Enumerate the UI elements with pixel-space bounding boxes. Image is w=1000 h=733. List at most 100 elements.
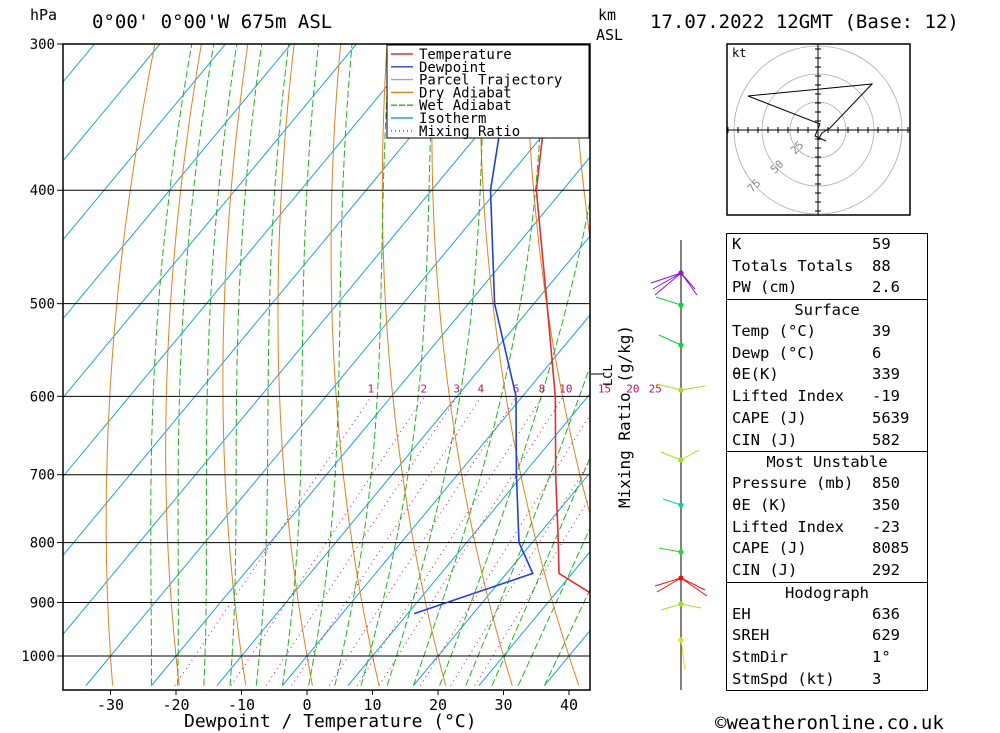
general-indices: K 59 Totals Totals 88 PW (cm) 2.6 bbox=[727, 234, 927, 299]
legend-box bbox=[386, 44, 590, 139]
surface-index-row: CIN (J) 582 bbox=[727, 430, 927, 452]
surface-index-key: Lifted Index bbox=[732, 387, 844, 406]
surface-index-value: 582 bbox=[872, 430, 900, 449]
mixing-ratio-line bbox=[450, 459, 590, 686]
hodograph-index-value: 1° bbox=[872, 648, 891, 666]
most-unstable-index-value: -23 bbox=[872, 517, 900, 536]
temperature-tick-label: 20 bbox=[429, 696, 447, 714]
dry-adiabat-line bbox=[525, 44, 590, 516]
most-unstable-index-value: 8085 bbox=[872, 539, 910, 558]
wind-barb bbox=[652, 272, 682, 290]
general-index-key: Totals Totals bbox=[732, 256, 854, 275]
most-unstable-index-key: Lifted Index bbox=[732, 517, 844, 536]
wind-barb bbox=[662, 498, 682, 506]
legend-entry: Temperature bbox=[419, 47, 512, 63]
pressure-tick-label: 700 bbox=[30, 468, 55, 484]
temperature-tick-label: 40 bbox=[560, 696, 578, 714]
general-index-value: 2.6 bbox=[872, 278, 900, 297]
mixing-ratio-axis-label: Mixing Ratio (g/kg) bbox=[615, 325, 634, 508]
hodograph-index-key: StmDir bbox=[732, 648, 788, 666]
isotherm-line bbox=[63, 44, 227, 241]
isotherm-line bbox=[0, 27, 43, 686]
legend-entry: Dewpoint bbox=[419, 60, 486, 76]
surface-index-key: CIN (J) bbox=[732, 430, 798, 449]
mixing-ratio-label: 2 bbox=[421, 382, 428, 395]
hodograph-indices: Hodograph EH 636 SREH 629 StmDir 1° StmSpd (kt… bbox=[727, 581, 927, 691]
mixing-ratio-label: 20 bbox=[626, 382, 639, 395]
temperature-tick-label: -30 bbox=[97, 696, 124, 714]
wind-barb bbox=[680, 577, 706, 591]
dry-adiabat-line bbox=[277, 44, 313, 686]
surface-index-row: Temp (°C) 39 bbox=[727, 321, 927, 343]
most-unstable-index-row: CIN (J) 292 bbox=[727, 560, 927, 582]
mixing-ratio-line bbox=[291, 396, 482, 686]
km-label: km bbox=[598, 6, 616, 24]
isotherm-line bbox=[413, 472, 590, 686]
dry-adiabat-line bbox=[986, 27, 1000, 686]
surface-title: Surface bbox=[794, 301, 860, 320]
pressure-tick-label: 800 bbox=[30, 536, 55, 552]
mixing-ratio-label: 8 bbox=[539, 382, 546, 395]
pressure-tick-label: 500 bbox=[30, 297, 55, 313]
mixing-ratio-label: 25 bbox=[649, 382, 662, 395]
isotherm-line bbox=[63, 44, 358, 399]
most-unstable-index-key: CIN (J) bbox=[732, 560, 798, 579]
pressure-unit-label: hPa bbox=[30, 6, 57, 24]
surface-index-key: Temp (°C) bbox=[732, 322, 816, 341]
hodograph-index-row: EH 636 bbox=[727, 604, 927, 626]
wind-barb bbox=[656, 577, 682, 593]
surface-index-value: 39 bbox=[872, 322, 891, 341]
isotherm-line bbox=[151, 156, 590, 686]
wet-adiabat-line bbox=[360, 44, 435, 686]
surface-index-key: Dewp (°C) bbox=[732, 343, 816, 362]
legend-entry: Mixing Ratio bbox=[419, 124, 520, 140]
wet-adiabat-line bbox=[465, 365, 590, 686]
mixing-ratio-label: 15 bbox=[598, 382, 611, 395]
isotherm-line bbox=[216, 235, 590, 686]
mixing-ratio-line bbox=[419, 414, 590, 686]
wind-barb bbox=[660, 603, 682, 611]
surface-index-key: θE(K) bbox=[732, 365, 779, 384]
wind-barb bbox=[680, 603, 702, 609]
datetime-label: 17.07.2022 12GMT (Base: 12) bbox=[650, 11, 959, 33]
wet-adiabat-line bbox=[150, 44, 193, 686]
wind-barb bbox=[680, 639, 686, 671]
hodograph-index-key: StmSpd (kt) bbox=[732, 669, 835, 688]
mixing-ratio-label: 10 bbox=[559, 382, 572, 395]
wind-barb bbox=[680, 385, 706, 391]
general-index-key: PW (cm) bbox=[732, 278, 798, 297]
most-unstable-title: Most Unstable bbox=[766, 453, 888, 472]
plot-frame bbox=[62, 43, 591, 691]
wind-barb bbox=[680, 272, 698, 296]
surface-index-row: Dewp (°C) 6 bbox=[727, 343, 927, 365]
wind-barb bbox=[658, 547, 682, 553]
most-unstable-index-row: CAPE (J) 8085 bbox=[727, 538, 927, 560]
dry-adiabat-line bbox=[105, 44, 156, 686]
wind-barbs bbox=[650, 270, 708, 671]
mixing-ratio-label: 4 bbox=[478, 382, 485, 395]
dry-adiabat-line bbox=[940, 27, 1000, 686]
isotherm-line bbox=[63, 44, 423, 478]
lcl-label: LCL bbox=[601, 364, 615, 386]
surface-index-value: 5639 bbox=[872, 408, 910, 427]
mixing-ratio-label: 3 bbox=[453, 382, 460, 395]
asl-label: ASL bbox=[596, 26, 623, 44]
surface-index-row: θE(K) 339 bbox=[727, 364, 927, 386]
wet-adiabat-line bbox=[177, 44, 215, 686]
wind-barb bbox=[658, 334, 682, 346]
dry-adiabat-line bbox=[222, 44, 249, 686]
temperature-tick-label: 10 bbox=[363, 696, 381, 714]
pressure-axis: 300 400 500 600 700 800 900 1000 bbox=[21, 37, 63, 665]
hodograph-index-value: 629 bbox=[872, 626, 900, 645]
wind-barb bbox=[680, 577, 708, 597]
x-axis-label: Dewpoint / Temperature (°C) bbox=[184, 711, 477, 732]
surface-index-value: 6 bbox=[872, 343, 882, 362]
wind-barb bbox=[654, 272, 682, 296]
wet-adiabat-line bbox=[281, 44, 320, 686]
wet-adiabat-line bbox=[412, 44, 546, 686]
most-unstable-index-row: Lifted Index -23 bbox=[727, 517, 927, 539]
temperature-axis: -30 -20 -10 0 10 20 30 40 bbox=[97, 690, 578, 714]
wet-adiabat-line bbox=[308, 44, 353, 686]
most-unstable-index-row: θE (K) 350 bbox=[727, 495, 927, 517]
